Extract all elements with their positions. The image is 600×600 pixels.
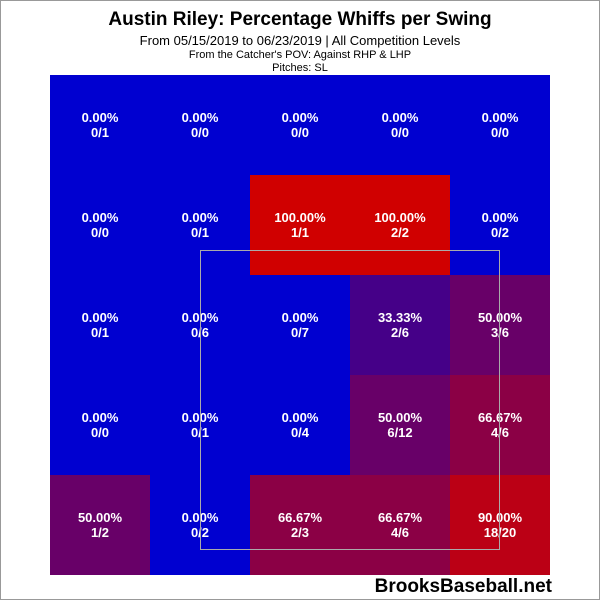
zone-cell-r4-c1: 0.00% 0/0: [50, 375, 150, 475]
whiff-count: 2/3: [290, 525, 310, 540]
whiff-count: 0/1: [190, 225, 210, 240]
whiff-percentage: 66.67%: [477, 410, 523, 425]
zone-cell-r3-c2: 0.00% 0/6: [150, 275, 250, 375]
whiff-percentage: 66.67%: [377, 510, 423, 525]
whiff-count: 1/1: [290, 225, 310, 240]
whiff-count: 3/6: [490, 325, 510, 340]
whiff-count: 0/0: [190, 125, 210, 140]
zone-cell-r1-c2: 0.00% 0/0: [150, 75, 250, 175]
zone-cell-r4-c5: 66.67% 4/6: [450, 375, 550, 475]
whiff-count: 0/6: [190, 325, 210, 340]
whiff-count: 0/1: [190, 425, 210, 440]
zone-cell-r4-c4: 50.00% 6/12: [350, 375, 450, 475]
whiff-percentage: 0.00%: [81, 310, 119, 325]
whiff-percentage: 0.00%: [281, 310, 319, 325]
whiff-count: 0/0: [90, 225, 110, 240]
whiff-percentage: 66.67%: [277, 510, 323, 525]
whiff-percentage: 0.00%: [181, 110, 219, 125]
whiff-count: 2/6: [390, 325, 410, 340]
zone-cell-r5-c2: 0.00% 0/2: [150, 475, 250, 575]
whiff-percentage: 50.00%: [77, 510, 123, 525]
whiff-count: 4/6: [490, 425, 510, 440]
whiff-percentage: 100.00%: [274, 210, 326, 225]
zone-cell-r3-c4: 33.33% 2/6: [350, 275, 450, 375]
pitches-label: Pitches: SL: [272, 62, 328, 74]
whiff-percentage: 90.00%: [477, 510, 523, 525]
whiff-count: 1/2: [90, 525, 110, 540]
whiff-percentage: 0.00%: [481, 110, 519, 125]
brand-watermark: BrooksBaseball.net: [374, 576, 552, 597]
perspective-label: From the Catcher's POV: Against RHP & LH…: [188, 49, 412, 61]
zone-cell-r4-c2: 0.00% 0/1: [150, 375, 250, 475]
whiff-percentage: 33.33%: [377, 310, 423, 325]
whiff-percentage: 0.00%: [81, 410, 119, 425]
whiff-count: 0/4: [290, 425, 310, 440]
whiff-count: 4/6: [390, 525, 410, 540]
whiff-percentage: 50.00%: [477, 310, 523, 325]
zone-cell-r5-c4: 66.67% 4/6: [350, 475, 450, 575]
whiff-percentage: 0.00%: [381, 110, 419, 125]
whiff-count: 0/0: [290, 125, 310, 140]
zone-cell-r1-c3: 0.00% 0/0: [250, 75, 350, 175]
whiff-percentage: 50.00%: [377, 410, 423, 425]
zone-cell-r5-c1: 50.00% 1/2: [50, 475, 150, 575]
whiff-percentage: 0.00%: [181, 510, 219, 525]
whiff-count: 0/0: [390, 125, 410, 140]
whiff-percentage: 0.00%: [481, 210, 519, 225]
zone-cell-r4-c3: 0.00% 0/4: [250, 375, 350, 475]
whiff-percentage: 0.00%: [181, 210, 219, 225]
zone-cell-r1-c4: 0.00% 0/0: [350, 75, 450, 175]
whiff-percentage: 100.00%: [374, 210, 426, 225]
zone-cell-r2-c3: 100.00% 1/1: [250, 175, 350, 275]
zone-cell-r1-c5: 0.00% 0/0: [450, 75, 550, 175]
whiff-percentage: 0.00%: [181, 410, 219, 425]
whiff-percentage: 0.00%: [81, 110, 119, 125]
zone-cell-r2-c2: 0.00% 0/1: [150, 175, 250, 275]
whiff-percentage: 0.00%: [281, 410, 319, 425]
whiff-percentage: 0.00%: [181, 310, 219, 325]
zone-cell-r3-c3: 0.00% 0/7: [250, 275, 350, 375]
zone-cell-r1-c1: 0.00% 0/1: [50, 75, 150, 175]
whiff-count: 6/12: [387, 425, 413, 440]
whiff-count: 0/0: [90, 425, 110, 440]
whiff-count: 0/1: [90, 325, 110, 340]
zone-cell-r2-c4: 100.00% 2/2: [350, 175, 450, 275]
zone-heatmap: 0.00% 0/1 0.00% 0/0 0.00% 0/0 0.00% 0/0 0.00% 0/0…: [50, 75, 550, 575]
whiff-count: 0/0: [490, 125, 510, 140]
whiff-percentage: 0.00%: [81, 210, 119, 225]
whiff-count: 0/2: [190, 525, 210, 540]
zone-cell-r5-c3: 66.67% 2/3: [250, 475, 350, 575]
whiff-count: 0/2: [490, 225, 510, 240]
whiff-count: 18/20: [483, 525, 517, 540]
zone-cell-r3-c1: 0.00% 0/1: [50, 275, 150, 375]
zone-cell-r2-c5: 0.00% 0/2: [450, 175, 550, 275]
zone-cell-r2-c1: 0.00% 0/0: [50, 175, 150, 275]
whiff-percentage: 0.00%: [281, 110, 319, 125]
chart-subtitle: From 05/15/2019 to 06/23/2019 | All Comp…: [139, 33, 461, 48]
whiff-count: 0/7: [290, 325, 310, 340]
whiff-count: 2/2: [390, 225, 410, 240]
zone-cell-r5-c5: 90.00% 18/20: [450, 475, 550, 575]
chart-title: Austin Riley: Percentage Whiffs per Swin…: [108, 9, 492, 30]
zone-cell-r3-c5: 50.00% 3/6: [450, 275, 550, 375]
whiff-count: 0/1: [90, 125, 110, 140]
